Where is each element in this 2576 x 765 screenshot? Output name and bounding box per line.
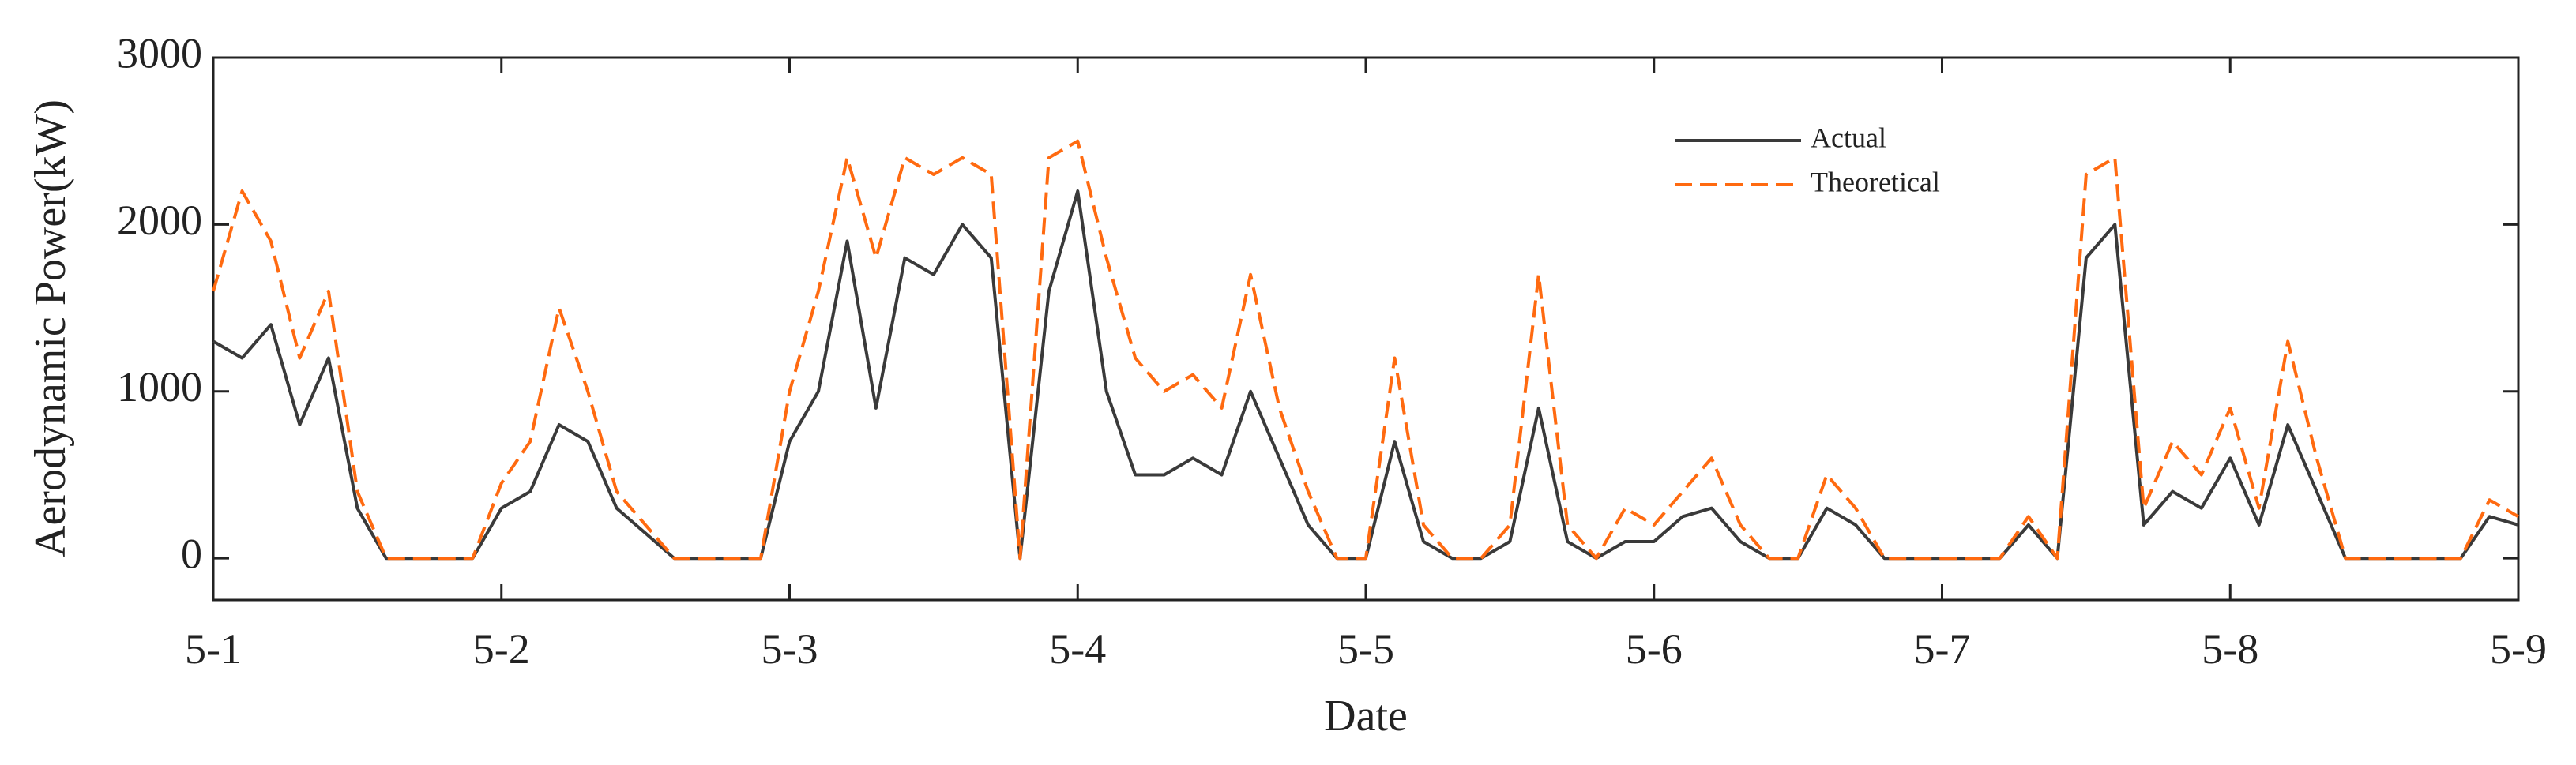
data-line (212, 139, 2520, 561)
x-tick-label: 5-1 (185, 625, 242, 673)
y-tick-label: 3000 (117, 29, 202, 77)
x-tick-label: 5-6 (1626, 625, 1683, 673)
x-tick-label: 5-8 (2202, 625, 2258, 673)
legend-label: Theoretical (1811, 166, 1940, 197)
plot-frame (212, 56, 2520, 602)
x-tick-label: 5-3 (762, 625, 818, 673)
x-tick-label: 5-4 (1049, 625, 1106, 673)
data-line (212, 189, 2519, 561)
x-tick-label: 5-2 (473, 625, 530, 673)
x-tick-label: 5-5 (1337, 625, 1394, 673)
y-tick-label: 1000 (117, 363, 202, 411)
y-tick-label: 0 (181, 531, 202, 578)
y-tick-label: 2000 (117, 197, 202, 244)
legend-label: Actual (1811, 122, 1886, 153)
x-axis-label: Date (1324, 692, 1408, 741)
y-axis-label: Aerodynamic Power(kW) (26, 99, 75, 557)
x-tick-label: 5-7 (1914, 625, 1971, 673)
x-tick-label: 5-9 (2490, 625, 2547, 673)
